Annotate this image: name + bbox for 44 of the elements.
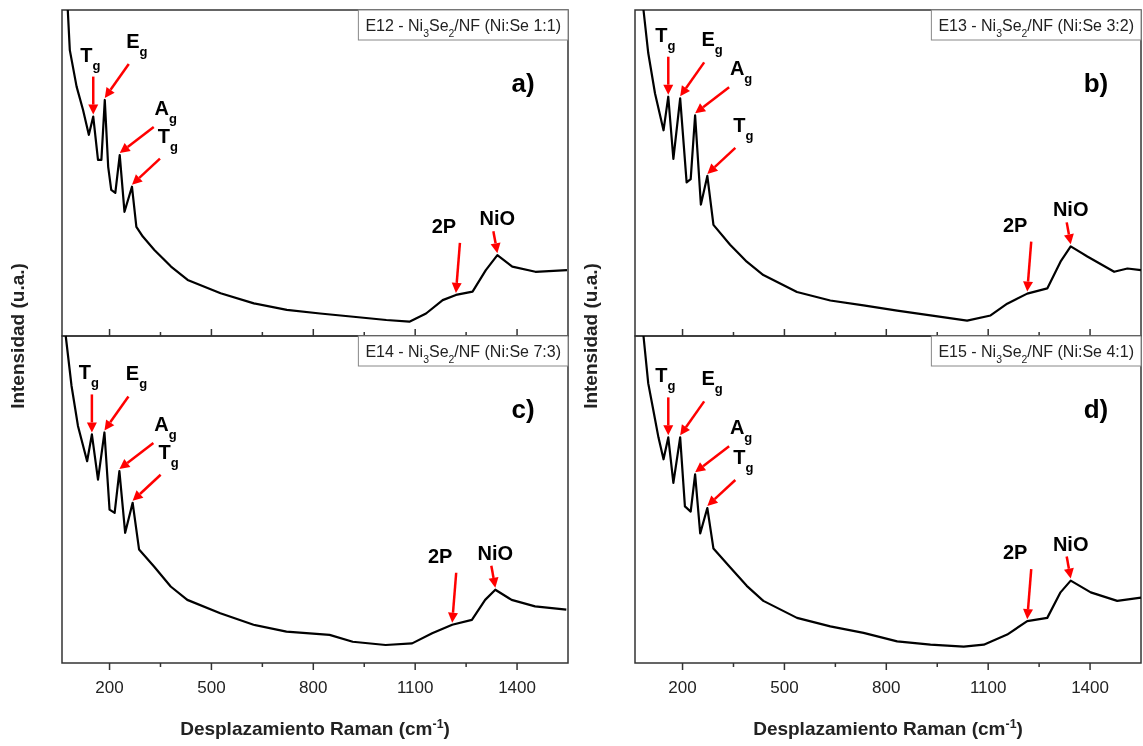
annotation: NiO xyxy=(1052,532,1089,555)
annotation: T$_{g}$ xyxy=(733,113,754,143)
annotation: NiO xyxy=(1052,198,1089,221)
annotation: T$_{g}$ xyxy=(78,361,100,390)
annotation: E$_{g}$ xyxy=(126,29,148,59)
text: E15 - Ni$_{3}$Se$_{2}$/NF (Ni:Se 4:1) xyxy=(938,343,1134,365)
annotation: c) xyxy=(511,394,535,424)
x-axis-title: Desplazamiento Raman (cm$^{-1}$) xyxy=(180,717,450,739)
annotation: b) xyxy=(1083,68,1109,98)
annotation: A$_{g}$ xyxy=(729,57,753,86)
text: E14 - Ni$_{3}$Se$_{2}$/NF (Ni:Se 7:3) xyxy=(365,343,561,365)
annotation: E$_{g}$ xyxy=(701,28,723,57)
x-tick-label: 1100 xyxy=(396,678,434,697)
x-tick-label: 500 xyxy=(770,678,799,697)
annotation: T$_{g}$ xyxy=(655,364,676,393)
annotation: a) xyxy=(511,68,535,98)
x-tick-label: 200 xyxy=(95,678,124,697)
y-axis-title: Intensidad (u.a.) xyxy=(7,263,28,409)
text: E13 - Ni$_{3}$Se$_{2}$/NF (Ni:Se 3:2) xyxy=(938,17,1134,39)
annotation: E$_{g}$ xyxy=(701,367,723,396)
x-tick-label: 1400 xyxy=(498,678,536,697)
annotation: 2P xyxy=(1003,213,1028,236)
annotation: T$_{g}$ xyxy=(733,446,754,475)
x-tick-label: 1400 xyxy=(1071,678,1109,697)
x-tick-label: 800 xyxy=(872,678,901,697)
x-axis-title: Desplazamiento Raman (cm$^{-1}$) xyxy=(753,717,1023,739)
text: E12 - Ni$_{3}$Se$_{2}$/NF (Ni:Se 1:1) xyxy=(365,17,561,39)
y-axis-title: Intensidad (u.a.) xyxy=(580,263,601,409)
annotation: NiO xyxy=(479,207,516,230)
annotation: E$_{g}$ xyxy=(125,362,148,391)
annotation: NiO xyxy=(477,541,514,564)
annotation: T$_{g}$ xyxy=(655,23,676,53)
annotation: A$_{g}$ xyxy=(154,413,177,442)
x-tick-label: 800 xyxy=(299,678,328,697)
annotation: A$_{g}$ xyxy=(154,97,177,126)
annotation: 2P xyxy=(1003,541,1028,564)
annotation: d) xyxy=(1083,394,1109,424)
x-tick-label: 500 xyxy=(197,678,226,697)
x-tick-label: 1100 xyxy=(969,678,1007,697)
annotation: A$_{g}$ xyxy=(729,416,753,445)
x-tick-label: 200 xyxy=(668,678,697,697)
annotation: 2P xyxy=(427,544,453,567)
annotation: T$_{g}$ xyxy=(80,43,101,73)
annotation: 2P xyxy=(431,214,457,237)
